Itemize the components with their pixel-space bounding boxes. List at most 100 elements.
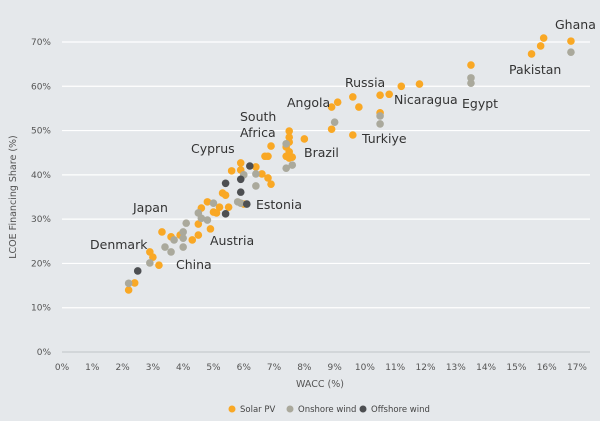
point-solar-pv — [258, 170, 266, 178]
point-solar-pv — [215, 203, 224, 211]
x-tick-label: 15% — [506, 363, 526, 373]
point-onshore-wind — [467, 74, 475, 82]
x-tick-label: 8% — [297, 363, 312, 373]
x-tick-label: 1% — [85, 363, 100, 373]
point-onshore-wind — [209, 199, 218, 207]
point-onshore-wind — [179, 234, 187, 242]
point-offshore-wind — [236, 188, 245, 196]
annotation-egypt: Egypt — [462, 96, 498, 111]
point-solar-pv — [327, 125, 336, 134]
annotation-brazil: Brazil — [304, 145, 339, 160]
point-solar-pv — [212, 209, 221, 217]
point-onshore-wind — [567, 48, 575, 56]
point-solar-pv — [206, 225, 215, 233]
point-solar-pv — [188, 236, 197, 244]
point-solar-pv — [300, 135, 309, 143]
point-offshore-wind — [221, 210, 230, 218]
x-tick-label: 5% — [206, 363, 221, 373]
legend-label: Solar PV — [240, 405, 275, 415]
point-solar-pv — [355, 103, 363, 111]
gridlines — [62, 41, 590, 353]
point-onshore-wind — [146, 259, 154, 267]
y-tick-label: 30% — [31, 215, 51, 225]
y-tick-label: 50% — [31, 127, 51, 137]
point-onshore-wind — [124, 279, 133, 288]
point-solar-pv — [194, 231, 203, 239]
point-offshore-wind — [246, 162, 254, 170]
point-solar-pv — [349, 131, 357, 139]
point-solar-pv — [285, 127, 294, 135]
y-axis-ticks: 0% 10% 20% 30% 40% 50% 60% 70% — [31, 38, 51, 358]
point-onshore-wind — [467, 79, 475, 87]
point-solar-pv — [194, 220, 203, 228]
annotation-austria: Austria — [210, 233, 254, 248]
point-solar-pv — [227, 167, 236, 175]
point-onshore-wind — [282, 140, 290, 148]
point-solar-pv — [267, 142, 275, 150]
y-tick-label: 20% — [31, 259, 51, 269]
point-onshore-wind — [376, 112, 384, 120]
annotation-africa: Africa — [240, 125, 276, 140]
point-onshore-wind — [170, 236, 178, 244]
y-tick-label: 70% — [31, 38, 51, 48]
x-tick-label: 6% — [237, 363, 252, 373]
point-solar-pv — [203, 198, 212, 206]
point-onshore-wind — [330, 118, 339, 126]
point-onshore-wind — [236, 199, 245, 207]
point-solar-pv — [415, 80, 424, 88]
point-offshore-wind — [236, 175, 245, 184]
x-tick-label: 7% — [267, 363, 282, 373]
point-solar-pv — [349, 93, 357, 101]
point-solar-pv — [130, 279, 139, 287]
point-solar-pv — [124, 286, 133, 294]
point-onshore-wind — [167, 248, 175, 256]
legend-marker — [286, 405, 294, 413]
point-solar-pv — [158, 228, 166, 236]
y-tick-label: 40% — [31, 171, 51, 181]
point-solar-pv — [536, 42, 545, 50]
y-tick-label: 60% — [31, 82, 51, 92]
point-offshore-wind — [242, 200, 251, 208]
x-tick-label: 11% — [385, 363, 405, 373]
point-onshore-wind — [179, 243, 187, 251]
annotation-turkiye: Turkiye — [361, 131, 407, 146]
point-solar-pv — [149, 253, 157, 262]
annotation-ghana: Ghana — [555, 17, 596, 32]
annotations: Ghana Pakistan Egypt Nicaragua Russia Angola T… — [90, 17, 596, 272]
annotation-cyprus: Cyprus — [191, 141, 235, 156]
point-onshore-wind — [252, 170, 260, 178]
annotation-south: South — [240, 109, 276, 124]
legend-label: Onshore wind — [298, 405, 356, 415]
point-onshore-wind — [376, 120, 384, 128]
point-solar-pv — [539, 34, 548, 42]
point-solar-pv — [467, 61, 475, 69]
point-solar-pv — [333, 98, 342, 107]
x-tick-label: 10% — [355, 363, 375, 373]
x-axis-ticks: 0% 1% 2% 3% 4% 5% 6% 7% 8% 9% 10% 11% 12% 13% 14% 15% 16… — [55, 363, 588, 373]
x-tick-label: 16% — [537, 363, 557, 373]
annotation-russia: Russia — [345, 75, 385, 90]
legend: Solar PV Onshore wind Offshore wind — [228, 405, 430, 415]
x-tick-label: 4% — [176, 363, 191, 373]
annotation-denmark: Denmark — [90, 237, 148, 252]
x-tick-label: 3% — [146, 363, 161, 373]
x-tick-label: 2% — [115, 363, 130, 373]
point-solar-pv — [376, 91, 384, 99]
x-axis-label: WACC (%) — [296, 379, 344, 390]
annotation-angola: Angola — [287, 95, 330, 110]
point-solar-pv — [567, 37, 575, 45]
annotation-china: China — [176, 257, 212, 272]
point-solar-pv — [236, 159, 245, 167]
annotation-estonia: Estonia — [256, 197, 302, 212]
x-tick-label: 13% — [446, 363, 466, 373]
annotation-japan: Japan — [132, 200, 168, 215]
data-points — [124, 34, 575, 294]
x-tick-label: 12% — [416, 363, 436, 373]
point-onshore-wind — [161, 243, 169, 251]
x-tick-label: 0% — [55, 363, 70, 373]
y-tick-label: 10% — [31, 304, 51, 314]
point-solar-pv — [385, 90, 393, 99]
point-onshore-wind — [203, 216, 212, 224]
point-solar-pv — [264, 174, 272, 182]
